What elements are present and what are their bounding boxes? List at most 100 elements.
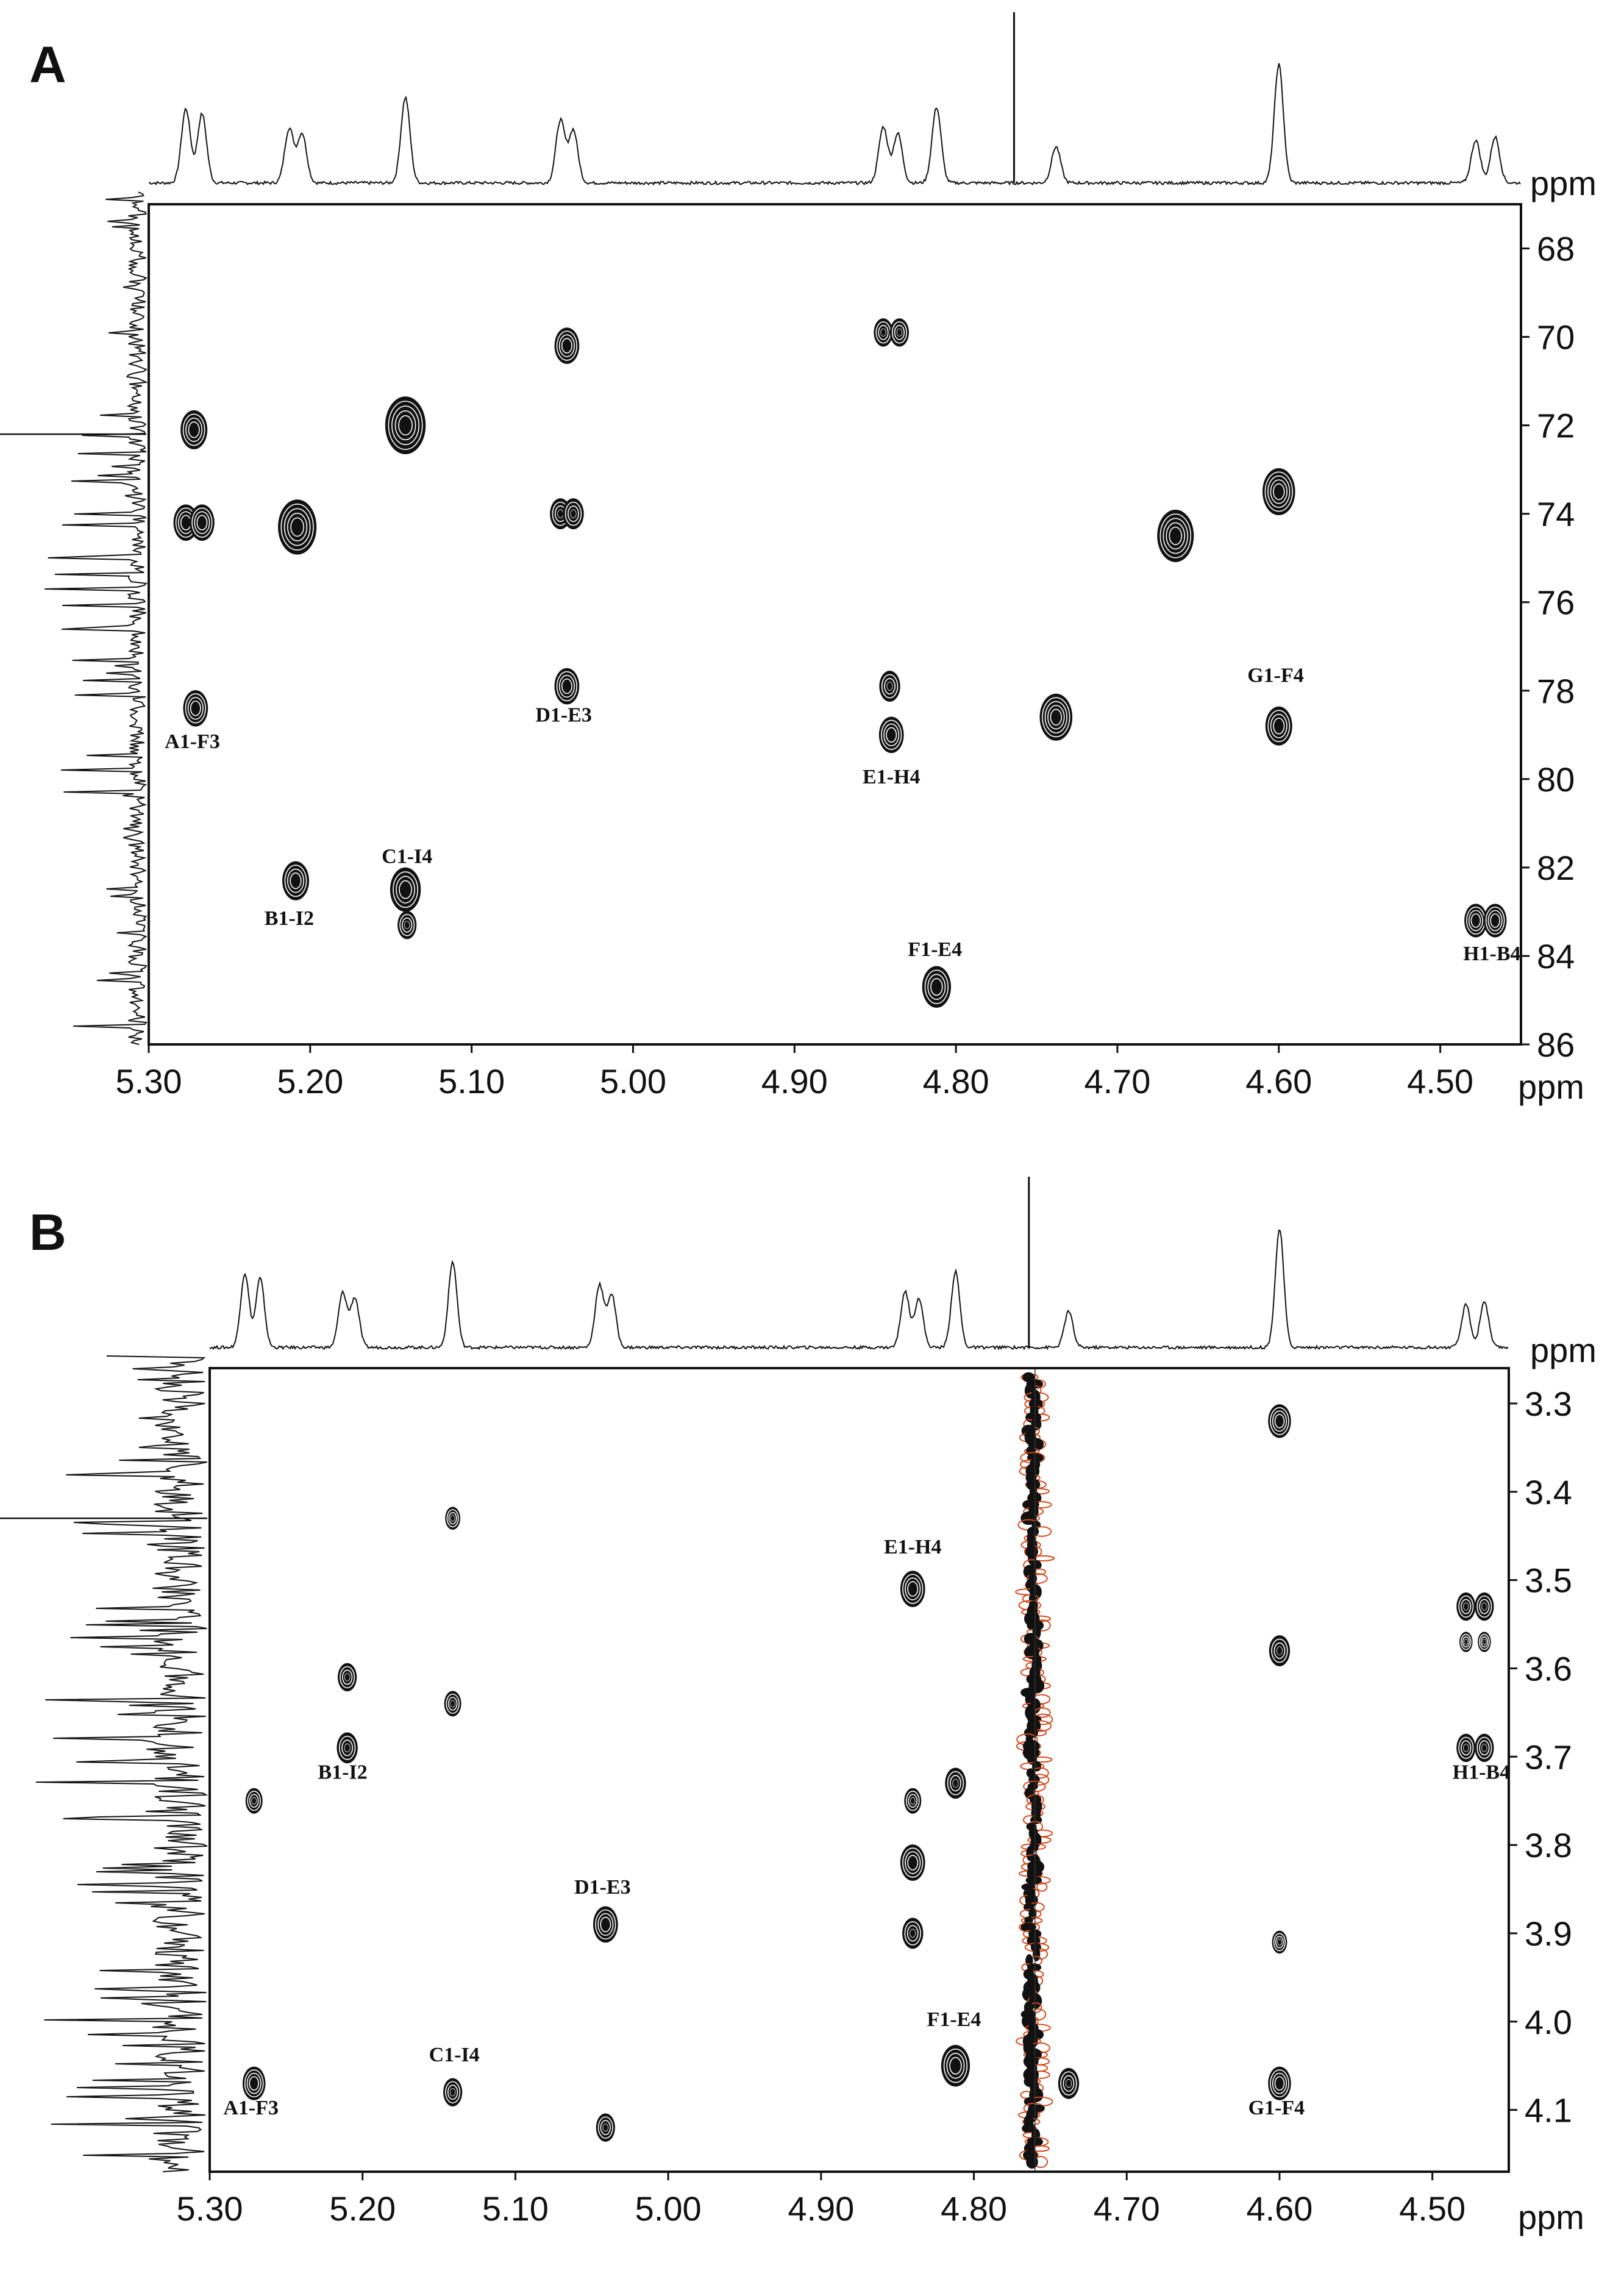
y-tick-label: 86 — [1537, 1026, 1575, 1064]
ridge-positive-contour — [1020, 1922, 1037, 1932]
y-tick-label: 70 — [1537, 318, 1575, 357]
peak-label: G1-F4 — [1247, 664, 1304, 687]
peak-label: D1-E3 — [574, 1876, 631, 1899]
panel-b-contour-peaks — [242, 1404, 1494, 2142]
cross-peak — [189, 504, 215, 541]
x-tick-label: 4.80 — [923, 1062, 989, 1100]
cross-peak — [337, 1732, 358, 1764]
cross-peak — [445, 1507, 461, 1530]
cross-peak — [183, 690, 208, 727]
cross-peak — [900, 1571, 925, 1607]
x-tick-label: 4.60 — [1245, 1062, 1312, 1100]
cross-peak — [282, 861, 309, 901]
cross-peak — [900, 1844, 925, 1881]
y-tick-label: 76 — [1537, 583, 1575, 622]
cross-peak — [1058, 2067, 1080, 2099]
cross-peak — [278, 499, 317, 555]
peak-label: E1-H4 — [884, 1536, 941, 1558]
ridge-positive-contour — [1020, 1511, 1037, 1525]
panel-a-x-axis: 5.30 5.20 5.10 5.00 4.90 4.80 4.70 4.60 4.50 — [116, 1044, 1473, 1100]
y-tick-label: 3.4 — [1525, 1473, 1572, 1511]
peak-label: G1-F4 — [1248, 2097, 1305, 2119]
panel-b-x-ppm-label: ppm — [1518, 2198, 1584, 2236]
x-tick-label: 5.10 — [438, 1062, 505, 1100]
ridge-positive-contour — [1026, 1479, 1041, 1491]
panel-b-peak-labels: A1-F3 B1-I2 C1-I4 D1-E3 E1-H4 F1-E4 G1-F4 H1-B4 — [223, 1536, 1510, 2119]
x-tick-label: 4.70 — [1084, 1062, 1150, 1100]
panel-a-top-ppm-label: ppm — [1530, 164, 1597, 202]
left-spectrum-trace — [45, 191, 149, 1045]
cross-peak — [338, 1663, 357, 1692]
cross-peak — [554, 668, 580, 705]
y-tick-label: 3.8 — [1525, 1826, 1572, 1864]
cross-peak — [1272, 1930, 1287, 1954]
peak-label: D1-E3 — [535, 704, 592, 727]
cross-peak — [443, 2078, 463, 2106]
cross-peak — [1039, 693, 1073, 741]
cross-peak — [889, 318, 910, 347]
panel-a-top-1d-spectrum — [148, 12, 1521, 186]
panel-a-y-axis: 68 70 72 74 76 78 80 82 84 86 — [1521, 230, 1575, 1064]
panel-a-left-1d-spectrum — [0, 191, 149, 1045]
cross-peak — [1268, 1404, 1291, 1438]
cross-peak — [1475, 1733, 1494, 1762]
peak-label: A1-F3 — [165, 730, 220, 753]
panel-a-contour-peaks — [173, 318, 1507, 1008]
y-tick-label: 80 — [1537, 760, 1575, 799]
peak-label: B1-I2 — [318, 1761, 367, 1783]
panel-b-x-axis: 5.30 5.20 5.10 5.00 4.90 4.80 4.70 4.60 4.50 — [177, 2172, 1466, 2228]
y-tick-label: 4.1 — [1525, 2091, 1572, 2130]
x-tick-label: 4.70 — [1094, 2189, 1160, 2228]
peak-label: C1-I4 — [429, 2044, 480, 2066]
y-tick-label: 4.0 — [1525, 2003, 1572, 2041]
x-tick-label: 5.00 — [600, 1062, 666, 1100]
panel-b-letter: B — [29, 1204, 66, 1261]
cross-peak — [1475, 1592, 1494, 1621]
y-tick-label: 3.6 — [1525, 1649, 1572, 1688]
y-tick-label: 72 — [1537, 407, 1575, 445]
left-spectrum-trace — [35, 1355, 208, 2172]
x-tick-label: 5.30 — [116, 1062, 182, 1100]
cross-peak — [242, 2066, 266, 2100]
cross-peak — [941, 2044, 970, 2087]
cross-peak — [390, 867, 421, 912]
cross-peak — [945, 1767, 966, 1799]
cross-peak — [1483, 904, 1507, 938]
cross-peak — [902, 1917, 924, 1949]
panel-b-y-axis: 3.3 3.4 3.5 3.6 3.7 3.8 3.9 4.0 4.1 — [1509, 1385, 1572, 2130]
top-spectrum-trace — [148, 63, 1521, 186]
cross-peak — [879, 671, 900, 702]
x-tick-label: 4.80 — [941, 2189, 1007, 2228]
ridge-positive-contour — [1028, 1908, 1037, 1920]
cross-peak — [397, 910, 417, 940]
cross-peak — [554, 327, 580, 364]
cross-peak — [1478, 1632, 1491, 1652]
ridge-positive-contour — [1025, 1875, 1042, 1885]
cross-peak — [593, 1906, 618, 1943]
x-tick-label: 5.20 — [277, 1062, 343, 1100]
ridge-negative-contour — [1036, 1882, 1048, 1892]
cross-peak — [1456, 1733, 1476, 1762]
peak-label: H1-B4 — [1463, 943, 1520, 965]
y-tick-label: 68 — [1537, 230, 1575, 268]
cross-peak — [878, 716, 904, 754]
y-tick-label: 3.5 — [1525, 1561, 1572, 1600]
y-tick-label: 3.9 — [1525, 1914, 1572, 1953]
top-spectrum-trace — [209, 1229, 1509, 1350]
cross-peak — [1268, 2066, 1291, 2100]
y-tick-label: 78 — [1537, 672, 1575, 710]
x-tick-label: 5.00 — [635, 2189, 702, 2228]
y-tick-label: 84 — [1537, 937, 1575, 976]
panel-b: B A1-F3 B1-I2 C1-I4 D1-E3 E1-H4 F1-E4 G1-F4 H1-… — [0, 1177, 1597, 2236]
panel-b-top-1d-spectrum — [209, 1177, 1509, 1350]
cross-peak — [922, 966, 951, 1008]
panel-a-letter: A — [29, 36, 66, 93]
x-tick-label: 4.50 — [1399, 2189, 1466, 2228]
x-tick-label: 4.90 — [788, 2189, 854, 2228]
panel-a-x-ppm-label: ppm — [1518, 1068, 1584, 1106]
cross-peak — [444, 1691, 461, 1717]
cross-peak — [245, 1788, 263, 1814]
x-tick-label: 4.90 — [761, 1062, 828, 1100]
cross-peak — [904, 1788, 922, 1814]
panel-a: A A1-F3 B1-I2 C1-I4 D1-E3 E1-H4 F1-E4 G1-F4 H1-… — [0, 12, 1597, 1106]
